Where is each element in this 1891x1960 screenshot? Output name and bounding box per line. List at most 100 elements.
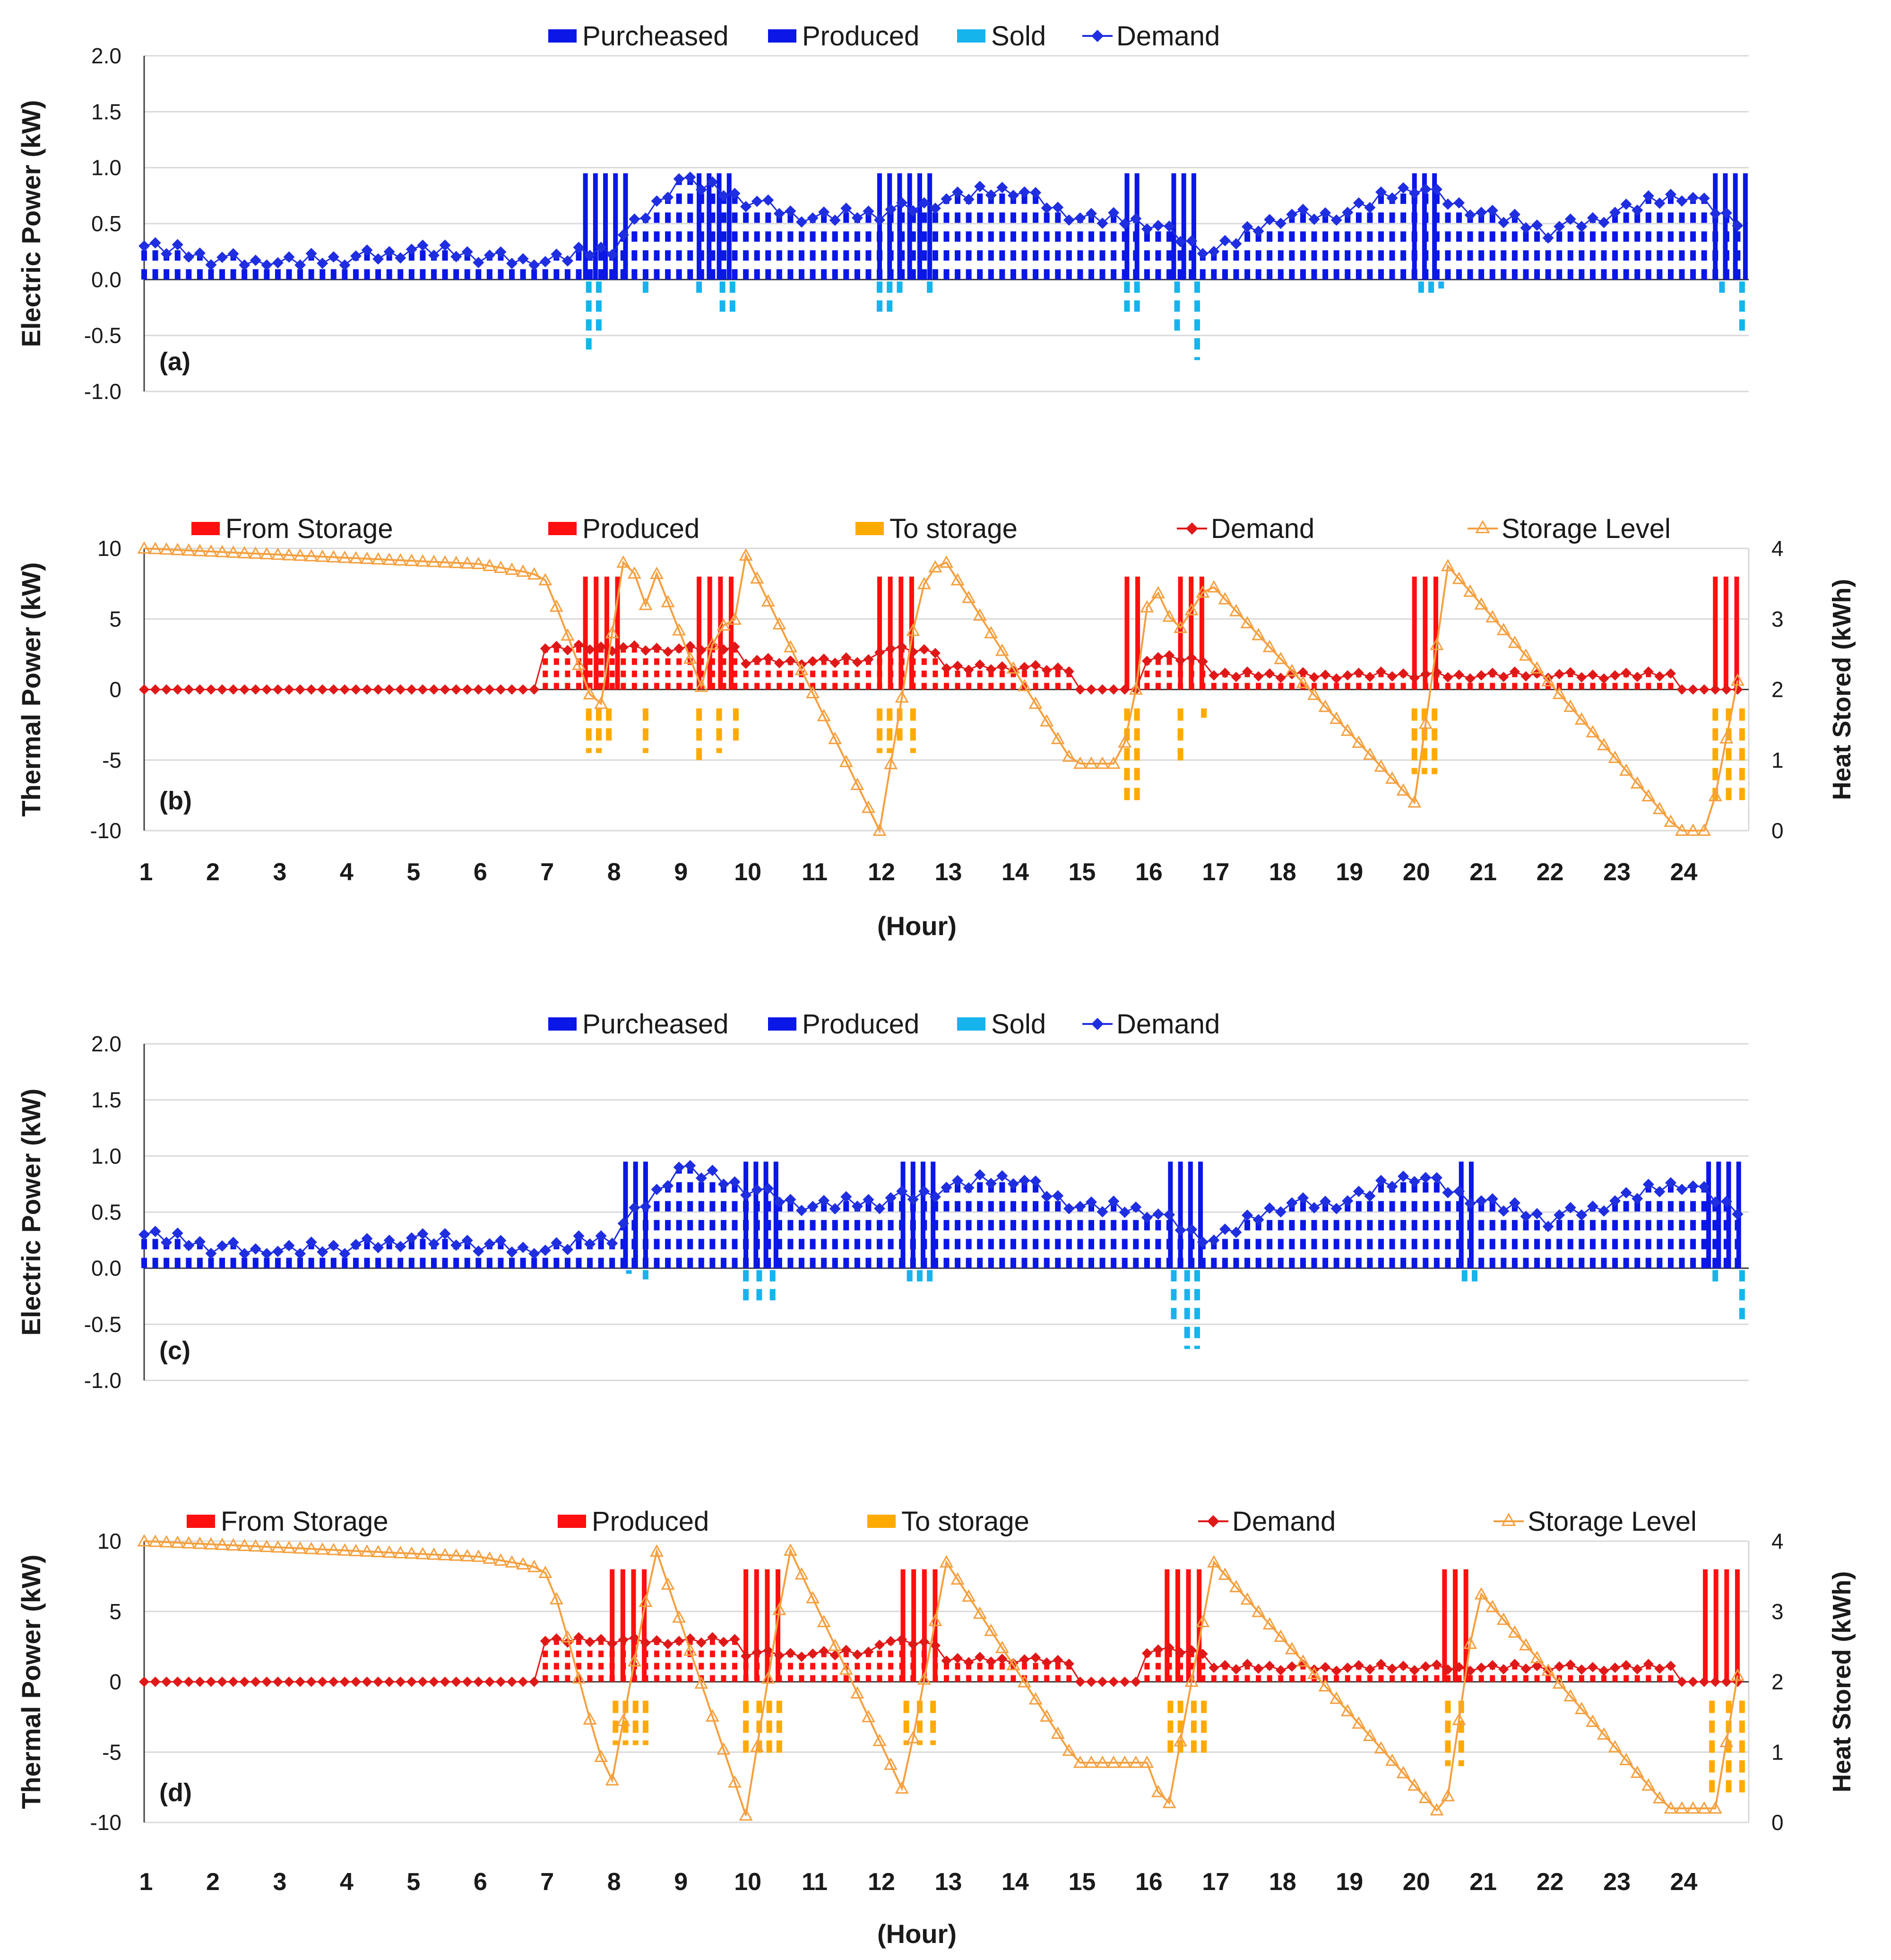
produced-bar xyxy=(1188,1162,1193,1268)
demand-marker xyxy=(751,195,763,207)
demand-marker xyxy=(585,644,596,655)
demand-marker xyxy=(138,1229,150,1240)
demand-marker xyxy=(1275,1665,1286,1675)
storage-level-marker xyxy=(1073,756,1087,769)
legend-swatch xyxy=(548,29,577,43)
storage-level-marker xyxy=(806,1591,820,1604)
demand-marker xyxy=(205,1248,217,1259)
demand-marker xyxy=(1007,1178,1019,1190)
demand-marker xyxy=(1019,186,1030,198)
demand-marker xyxy=(874,214,886,226)
demand-marker xyxy=(1654,197,1666,209)
demand-marker xyxy=(239,684,250,695)
demand-marker xyxy=(1632,1193,1643,1205)
produced-bar xyxy=(922,1569,927,1682)
demand-marker xyxy=(907,1193,919,1205)
demand-marker xyxy=(1710,1676,1721,1687)
storage-level-marker xyxy=(282,548,296,561)
storage-level-marker xyxy=(1017,678,1032,692)
storage-level-marker xyxy=(1608,750,1622,763)
storage-level-marker xyxy=(605,626,619,639)
storage-level-marker xyxy=(405,1546,419,1559)
demand-marker xyxy=(952,1653,963,1664)
storage-level-marker xyxy=(382,1545,397,1558)
demand-marker xyxy=(773,208,785,219)
demand-marker xyxy=(1576,221,1588,233)
demand-marker xyxy=(339,259,351,271)
storage-level-marker xyxy=(1708,1801,1722,1814)
storage-level-marker xyxy=(304,549,319,562)
demand-marker xyxy=(1320,669,1331,680)
produced-bar xyxy=(1134,173,1140,280)
storage-level-marker xyxy=(661,595,675,607)
demand-marker xyxy=(1297,667,1308,678)
demand-marker xyxy=(941,1655,952,1666)
demand-marker xyxy=(1687,192,1699,204)
demand-marker xyxy=(484,684,495,695)
demand-marker xyxy=(1431,1172,1442,1184)
demand-marker xyxy=(863,1194,874,1205)
storage-level-marker xyxy=(1385,771,1399,784)
demand-marker xyxy=(1509,666,1520,677)
x-tick-label: 11 xyxy=(802,859,828,886)
demand-marker xyxy=(1431,183,1442,195)
demand-marker xyxy=(819,1646,829,1656)
demand-marker xyxy=(963,1182,975,1194)
storage-level-marker xyxy=(839,1662,853,1675)
demand-marker xyxy=(707,1632,718,1643)
produced-bar xyxy=(877,173,882,280)
legend-label: Sold xyxy=(991,21,1046,52)
demand-marker xyxy=(1710,1196,1721,1208)
demand-marker xyxy=(1052,1190,1064,1202)
storage-level-marker xyxy=(1374,759,1388,772)
storage-level-marker xyxy=(1730,1668,1744,1681)
demand-marker xyxy=(1330,1203,1342,1214)
demand-marker xyxy=(1242,1209,1253,1221)
demand-marker xyxy=(305,248,317,260)
produced-bar xyxy=(931,1162,936,1268)
x-tick-label: 9 xyxy=(674,859,688,886)
storage-level-marker xyxy=(1519,1638,1533,1651)
produced-bar xyxy=(594,576,599,690)
storage-level-marker xyxy=(1296,676,1310,688)
storage-level-marker xyxy=(995,1640,1009,1653)
demand-marker xyxy=(1108,684,1119,695)
demand-marker xyxy=(395,252,406,264)
demand-marker xyxy=(763,653,774,664)
demand-marker xyxy=(907,1639,918,1650)
demand-marker xyxy=(373,1676,384,1687)
demand-marker xyxy=(518,684,528,695)
storage-level-marker xyxy=(683,1643,697,1656)
demand-marker xyxy=(1131,1676,1141,1687)
produced-bar xyxy=(697,173,702,280)
demand-marker xyxy=(1219,1223,1231,1235)
storage-level-marker xyxy=(1641,1778,1656,1791)
storage-level-marker xyxy=(817,709,831,721)
demand-marker xyxy=(551,1237,562,1249)
storage-level-marker xyxy=(1140,600,1154,613)
demand-marker xyxy=(573,1230,585,1242)
demand-marker xyxy=(807,1648,818,1659)
demand-marker xyxy=(1153,1644,1164,1655)
demand-marker xyxy=(1554,221,1565,233)
demand-marker xyxy=(1019,662,1030,673)
demand-marker xyxy=(284,1676,294,1687)
demand-marker xyxy=(1264,214,1276,225)
x-tick-label: 23 xyxy=(1603,1868,1631,1896)
demand-marker xyxy=(1152,220,1164,232)
storage-level-marker xyxy=(672,623,686,636)
legend-label: Demand xyxy=(1211,513,1314,544)
produced-bar xyxy=(1723,173,1728,280)
demand-marker xyxy=(1409,672,1420,683)
demand-marker xyxy=(1665,1177,1676,1189)
demand-marker xyxy=(729,1634,740,1645)
storage-level-marker xyxy=(1463,1636,1477,1649)
produced-bar xyxy=(613,173,618,280)
demand-marker xyxy=(317,684,328,695)
demand-marker xyxy=(417,239,429,251)
demand-marker xyxy=(1063,1658,1074,1669)
x-tick-label: 10 xyxy=(734,1868,761,1896)
storage-level-marker xyxy=(750,1740,764,1752)
storage-level-marker xyxy=(148,542,163,555)
demand-marker xyxy=(1297,1192,1309,1204)
